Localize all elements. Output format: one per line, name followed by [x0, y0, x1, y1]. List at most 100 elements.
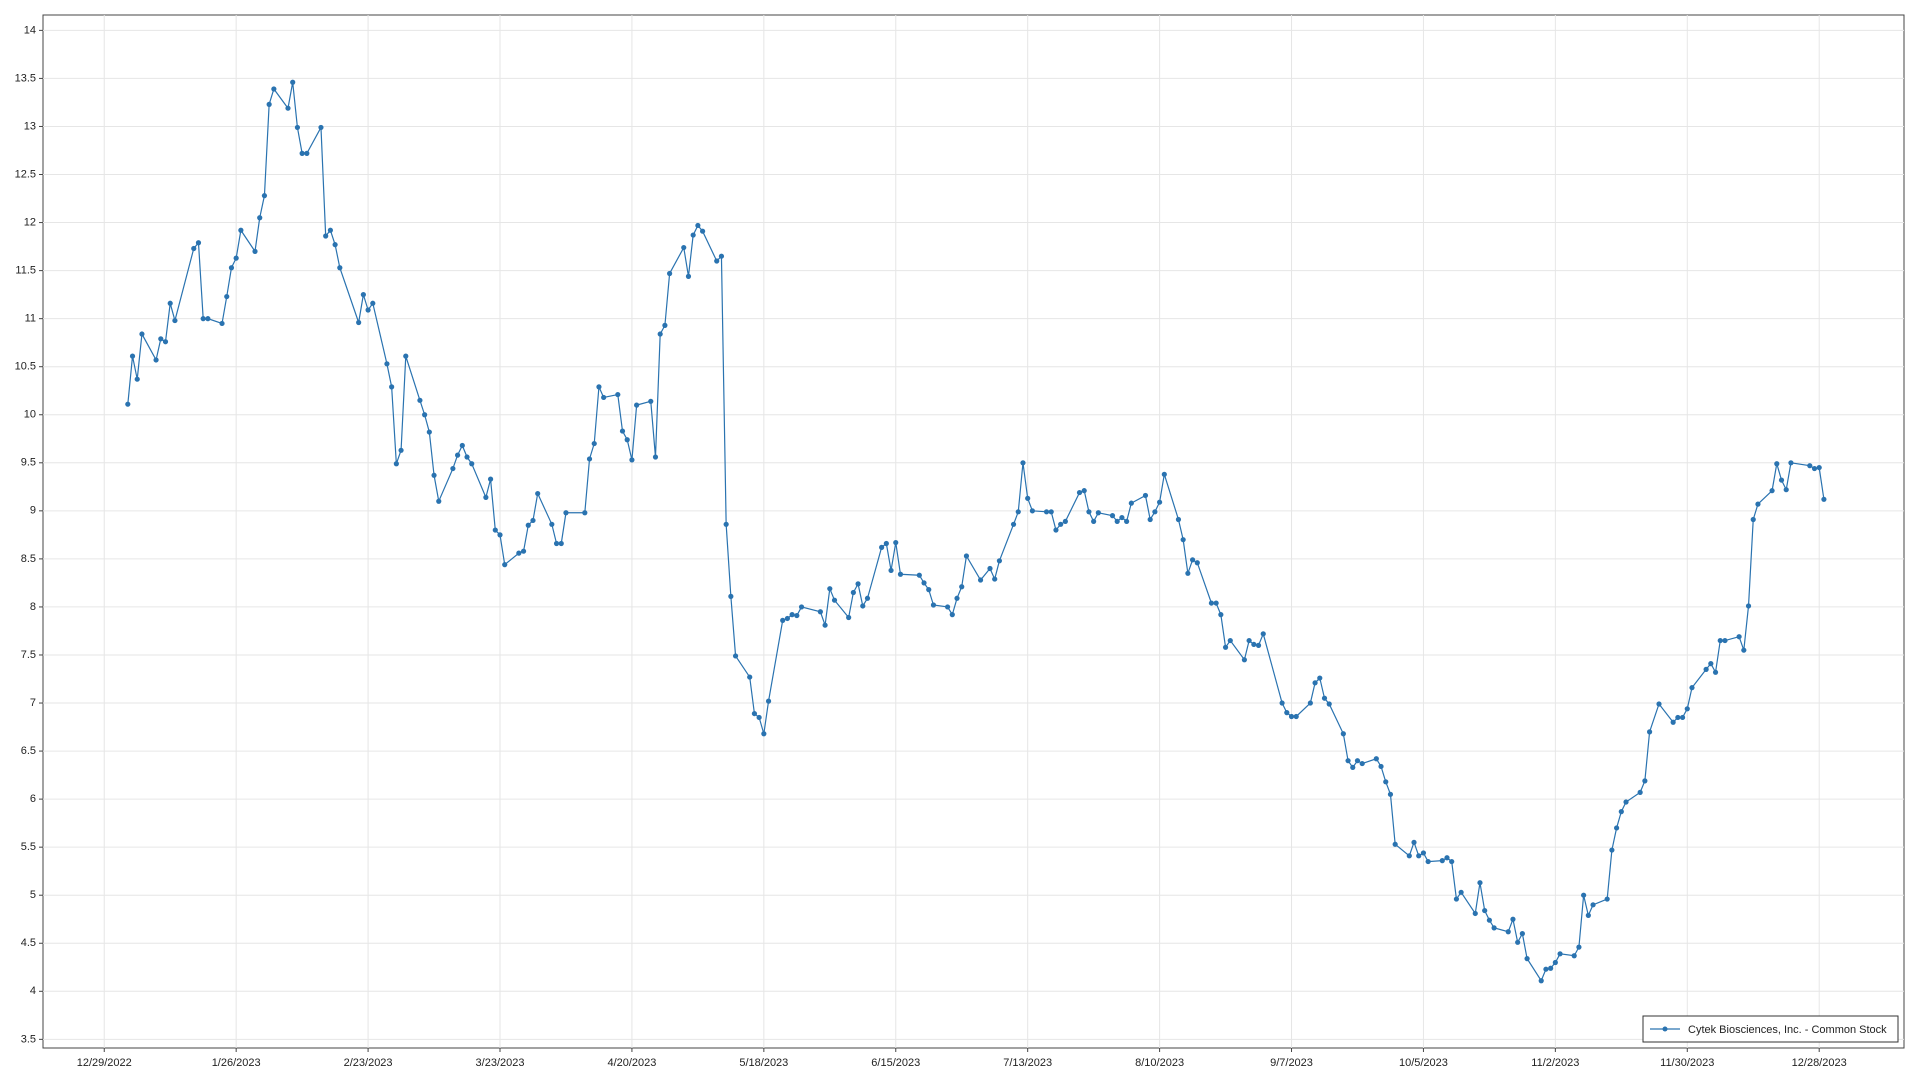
y-tick-label: 7 [30, 697, 36, 709]
data-point [850, 589, 856, 596]
data-point [1284, 710, 1290, 716]
data-point [1670, 719, 1676, 725]
data-point [1552, 959, 1558, 966]
data-point [455, 452, 461, 458]
y-tick-label: 4.5 [21, 937, 36, 949]
data-point [1722, 637, 1728, 644]
data-point [1392, 841, 1398, 847]
data-point [403, 353, 409, 359]
data-point [228, 265, 235, 271]
y-tick-label: 6 [30, 793, 36, 805]
x-tick-label: 11/2/2023 [1531, 1057, 1579, 1069]
data-point [1053, 527, 1059, 533]
data-point [370, 300, 376, 306]
data-point [954, 595, 960, 601]
data-point [563, 510, 569, 516]
data-point [685, 273, 692, 279]
data-point [1288, 713, 1295, 720]
data-point [497, 532, 503, 538]
data-point [417, 397, 423, 403]
data-point [1482, 907, 1488, 914]
data-point [1222, 644, 1229, 650]
y-tick-label: 13.5 [15, 72, 36, 84]
data-point [1774, 461, 1780, 467]
data-point [897, 571, 904, 577]
data-point [487, 476, 494, 482]
data-point [191, 245, 197, 252]
data-point [1510, 916, 1516, 922]
data-point [1745, 603, 1752, 609]
data-point [365, 307, 371, 313]
data-point [846, 614, 852, 621]
data-point [926, 587, 932, 593]
data-point [723, 521, 729, 527]
data-point [1590, 902, 1596, 908]
data-point [129, 353, 136, 359]
data-point [553, 540, 560, 547]
data-point [987, 565, 993, 572]
data-point [125, 401, 131, 407]
data-point [681, 244, 687, 251]
x-tick-label: 3/23/2023 [476, 1057, 525, 1069]
data-point [667, 270, 673, 277]
data-point [502, 562, 508, 568]
data-point [1519, 931, 1525, 937]
data-point [1025, 495, 1031, 501]
data-point [1383, 779, 1389, 785]
data-point [1689, 685, 1695, 691]
data-point [695, 222, 701, 229]
data-point [464, 454, 470, 460]
data-point [624, 437, 630, 443]
data-point [1020, 460, 1026, 466]
data-point [1350, 764, 1356, 771]
data-point [257, 215, 263, 221]
data-point [233, 255, 239, 261]
data-point [535, 490, 541, 497]
data-point [1241, 657, 1248, 663]
x-tick-label: 10/5/2023 [1399, 1057, 1448, 1069]
data-point [794, 612, 800, 619]
data-point [318, 124, 324, 131]
data-point [1675, 714, 1681, 721]
data-point [761, 731, 767, 737]
legend-box [1642, 1015, 1899, 1043]
data-point [431, 472, 437, 478]
data-point [158, 336, 164, 342]
x-tick-label: 7/13/2023 [1003, 1057, 1052, 1069]
data-point [1717, 637, 1723, 644]
data-point [718, 253, 725, 259]
data-point [949, 612, 955, 618]
data-point [831, 597, 838, 603]
data-point [337, 265, 343, 271]
data-point [172, 317, 178, 324]
data-point [389, 384, 395, 390]
data-point [1656, 701, 1662, 707]
data-point [619, 428, 626, 434]
data-point [1741, 647, 1747, 653]
data-point [266, 101, 272, 107]
data-point [1449, 858, 1455, 865]
x-tick-label: 11/30/2023 [1660, 1057, 1714, 1069]
data-point [162, 339, 169, 345]
data-point [1255, 642, 1262, 648]
data-point [1548, 965, 1554, 971]
data-point [261, 193, 268, 199]
data-point [356, 319, 362, 326]
data-point [290, 79, 296, 85]
data-point [1646, 729, 1653, 735]
data-point [1109, 513, 1116, 519]
data-point [1477, 880, 1483, 886]
data-point [422, 412, 428, 418]
data-point [1788, 460, 1794, 466]
data-point [219, 320, 225, 327]
data-point [822, 622, 828, 628]
data-point [1472, 910, 1478, 917]
data-point [1194, 560, 1200, 566]
data-point [530, 517, 536, 524]
data-point [1769, 488, 1775, 494]
data-point [591, 440, 597, 447]
y-tick-label: 13 [24, 120, 36, 132]
data-point [1684, 706, 1690, 712]
data-point [450, 465, 456, 472]
